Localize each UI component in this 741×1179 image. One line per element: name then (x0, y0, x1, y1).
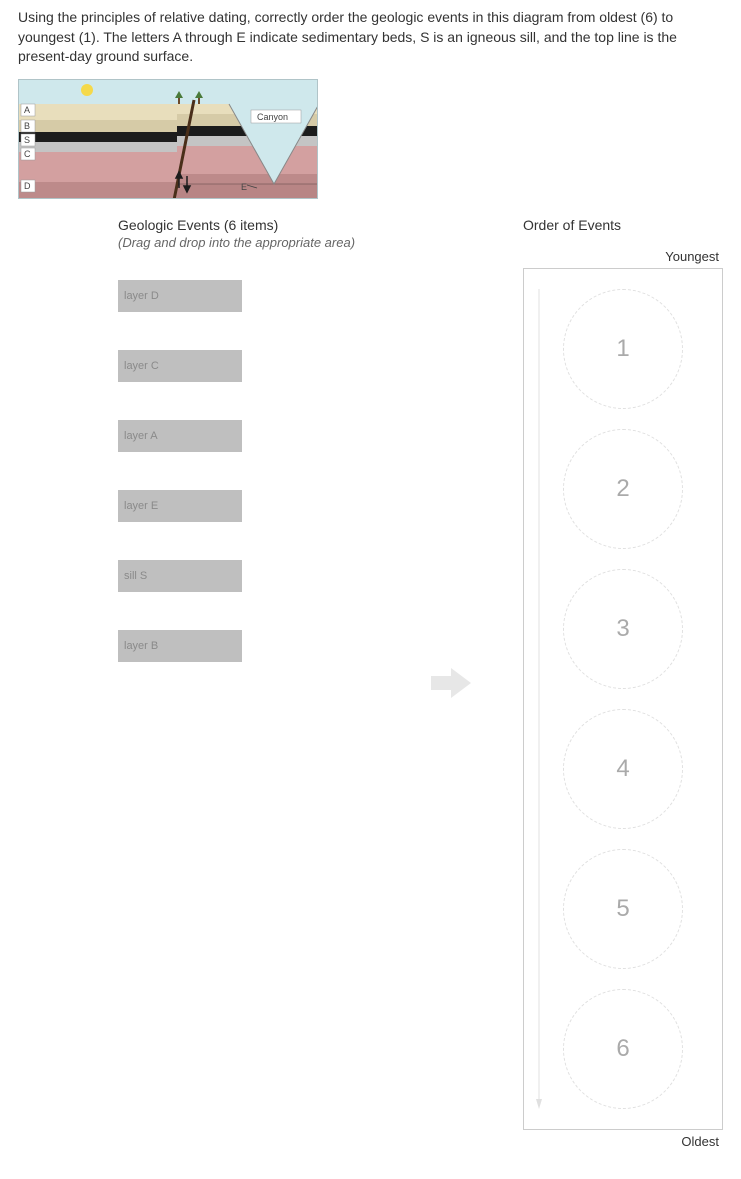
slot-number: 1 (616, 335, 629, 363)
diagram-label-d: D (24, 181, 31, 191)
drop-slot-6[interactable]: 6 (563, 989, 683, 1109)
drag-item-label: layer C (124, 360, 159, 372)
drag-item-label: layer D (124, 290, 159, 302)
drag-item-layer-c[interactable]: layer C (118, 350, 242, 382)
diagram-label-s: S (24, 135, 30, 145)
drag-item-layer-a[interactable]: layer A (118, 420, 242, 452)
youngest-label: Youngest (523, 249, 723, 264)
slot-number: 2 (616, 475, 629, 503)
drag-instruction: (Drag and drop into the appropriate area… (118, 235, 378, 250)
slot-number: 3 (616, 615, 629, 643)
diagram-label-b: B (24, 121, 30, 131)
drag-item-sill-s[interactable]: sill S (118, 560, 242, 592)
timeline-arrow-icon (536, 289, 542, 1109)
diagram-label-e: E (241, 182, 247, 192)
drag-item-layer-b[interactable]: layer B (118, 630, 242, 662)
slot-number: 6 (616, 1035, 629, 1063)
oldest-label: Oldest (523, 1134, 723, 1149)
diagram-label-a: A (24, 105, 30, 115)
diagram-label-canyon: Canyon (257, 112, 288, 122)
drop-slot-4[interactable]: 4 (563, 709, 683, 829)
drop-slot-5[interactable]: 5 (563, 849, 683, 969)
diagram-label-c: C (24, 149, 31, 159)
drag-item-label: sill S (124, 570, 147, 582)
question-text: Using the principles of relative dating,… (18, 8, 723, 67)
slot-number: 5 (616, 895, 629, 923)
drag-item-layer-e[interactable]: layer E (118, 490, 242, 522)
drag-item-label: layer A (124, 430, 158, 442)
order-of-events-title: Order of Events (523, 217, 723, 233)
geology-diagram: A B S C D E Canyon (18, 79, 318, 199)
slot-number: 4 (616, 755, 629, 783)
drop-zone-container: 1 2 3 4 5 6 (523, 268, 723, 1130)
drag-item-layer-d[interactable]: layer D (118, 280, 242, 312)
geologic-events-title: Geologic Events (6 items) (118, 217, 378, 233)
drop-slot-1[interactable]: 1 (563, 289, 683, 409)
arrow-indicator (418, 217, 483, 1149)
drag-item-label: layer E (124, 500, 158, 512)
drop-slot-2[interactable]: 2 (563, 429, 683, 549)
drag-item-label: layer B (124, 640, 158, 652)
drop-slot-3[interactable]: 3 (563, 569, 683, 689)
